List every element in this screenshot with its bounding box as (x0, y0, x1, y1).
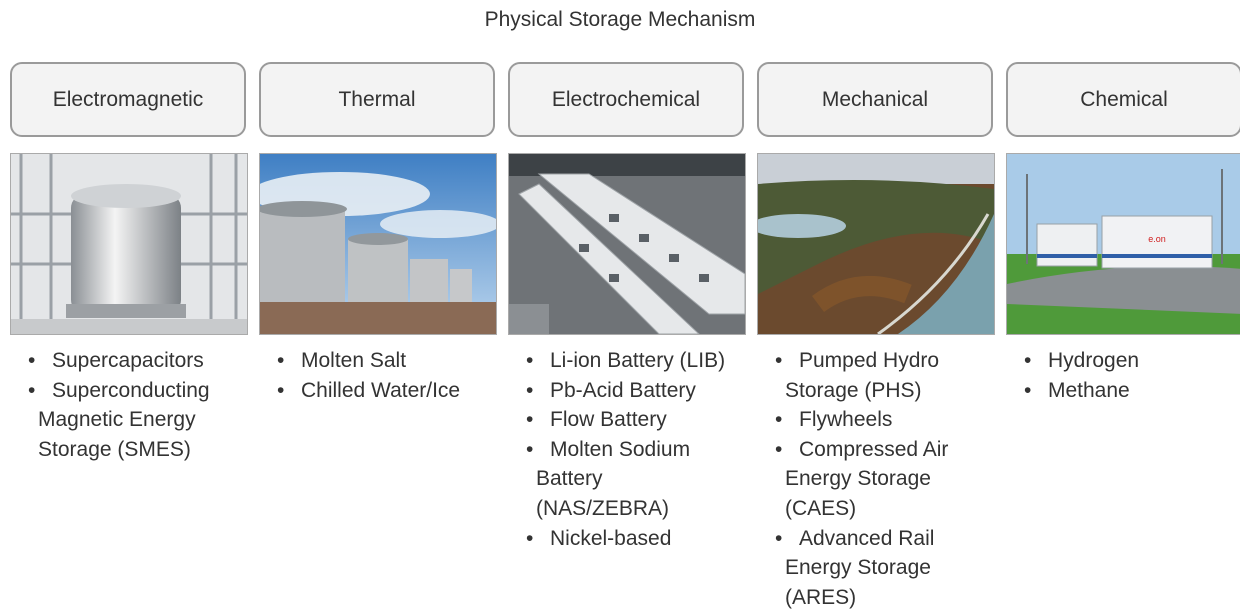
list-item: Pb-Acid Battery (536, 376, 736, 406)
category-box: Electrochemical (508, 62, 744, 137)
photo (259, 153, 497, 335)
item-list: Pumped Hydro Storage (PHS)FlywheelsCompr… (757, 346, 985, 612)
list-item: Chilled Water/Ice (287, 376, 487, 406)
slide: Physical Storage Mechanism Electromagnet… (0, 0, 1240, 611)
list-item: Hydrogen (1034, 346, 1234, 376)
category-box: Thermal (259, 62, 495, 137)
list-item: Compressed Air Energy Storage (CAES) (785, 435, 985, 524)
photo: e.on (1006, 153, 1240, 335)
list-item: Nickel-based (536, 524, 736, 554)
list-item: Flywheels (785, 405, 985, 435)
item-list: Li-ion Battery (LIB)Pb-Acid BatteryFlow … (508, 346, 736, 553)
list-item: Supercapacitors (38, 346, 238, 376)
category-box: Chemical (1006, 62, 1240, 137)
list-item: Molten Sodium Battery (NAS/ZEBRA) (536, 435, 736, 524)
list-item: Pumped Hydro Storage (PHS) (785, 346, 985, 405)
svg-text:e.on: e.on (1148, 234, 1166, 244)
category-box: Mechanical (757, 62, 993, 137)
list-item: Methane (1034, 376, 1234, 406)
item-list: Molten SaltChilled Water/Ice (259, 346, 487, 405)
title: Physical Storage Mechanism (0, 8, 1240, 32)
photo (508, 153, 746, 335)
photo (757, 153, 995, 335)
list-item: Flow Battery (536, 405, 736, 435)
item-list: HydrogenMethane (1006, 346, 1234, 405)
list-item: Molten Salt (287, 346, 487, 376)
list-item: Li-ion Battery (LIB) (536, 346, 736, 376)
category-box: Electromagnetic (10, 62, 246, 137)
list-item: Superconducting Magnetic Energy Storage … (38, 376, 238, 465)
list-item: Advanced Rail Energy Storage (ARES) (785, 524, 985, 612)
photo (10, 153, 248, 335)
item-list: SupercapacitorsSuperconducting Magnetic … (10, 346, 238, 464)
